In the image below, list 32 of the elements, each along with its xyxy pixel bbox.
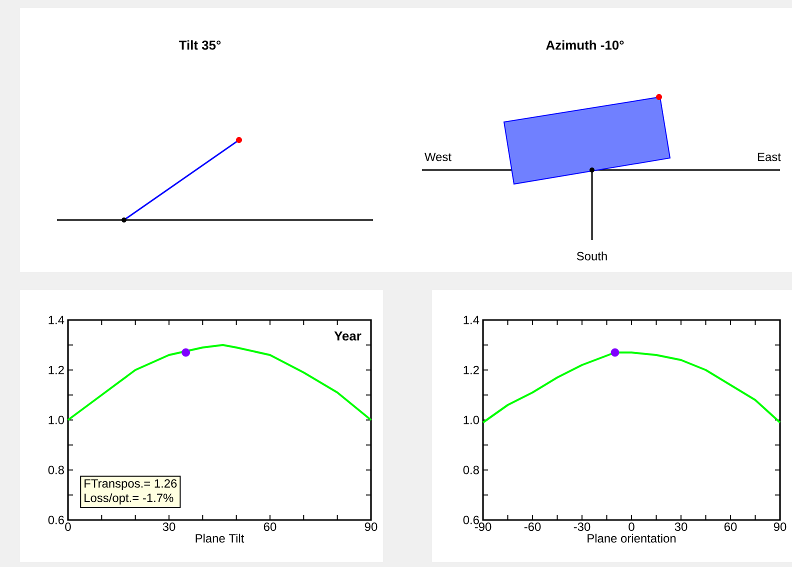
y-tick-label: 1.0 [464, 416, 480, 424]
annotation: Loss/opt.= -1.7% [84, 493, 174, 505]
x-tick-label: 90 [774, 522, 786, 531]
x-tick-label: -30 [574, 522, 590, 531]
text: West [424, 152, 452, 162]
text: Azimuth -10° [546, 40, 624, 50]
x-tick-label: 60 [724, 522, 737, 531]
x-tick-label: 30 [674, 522, 688, 531]
x-tick-label: 90 [364, 522, 378, 531]
y-tick-label: 1.2 [464, 366, 479, 374]
y-tick-label: 0.8 [48, 466, 64, 474]
y-tick-label: 0.6 [48, 516, 64, 524]
y-tick-label: 1.4 [48, 316, 64, 324]
line-series [67, 344, 372, 421]
text: Tilt 35° [178, 40, 221, 50]
x-tick-label: -60 [524, 522, 541, 531]
x-tick-label: 0 [65, 522, 71, 531]
annotation: FTranspos.= 1.26 [84, 479, 177, 490]
x-tick-label: 0 [628, 522, 634, 531]
x-axis-title: Plane Tilt [196, 534, 244, 543]
x-tick-label: -90 [474, 522, 492, 531]
x-tick-label: 60 [264, 522, 276, 531]
y-tick-label: 1.2 [48, 366, 64, 374]
x-axis-title: Plane orientation [588, 534, 676, 543]
y-tick-label: 0.8 [463, 466, 479, 474]
x-tick-label: 30 [162, 522, 176, 531]
annotation: Year [334, 332, 362, 341]
y-tick-label: 1.0 [48, 416, 64, 424]
text: South [576, 252, 607, 260]
text: East [758, 152, 781, 162]
y-tick-label: 0.6 [463, 516, 479, 524]
y-tick-label: 1.4 [464, 316, 480, 324]
